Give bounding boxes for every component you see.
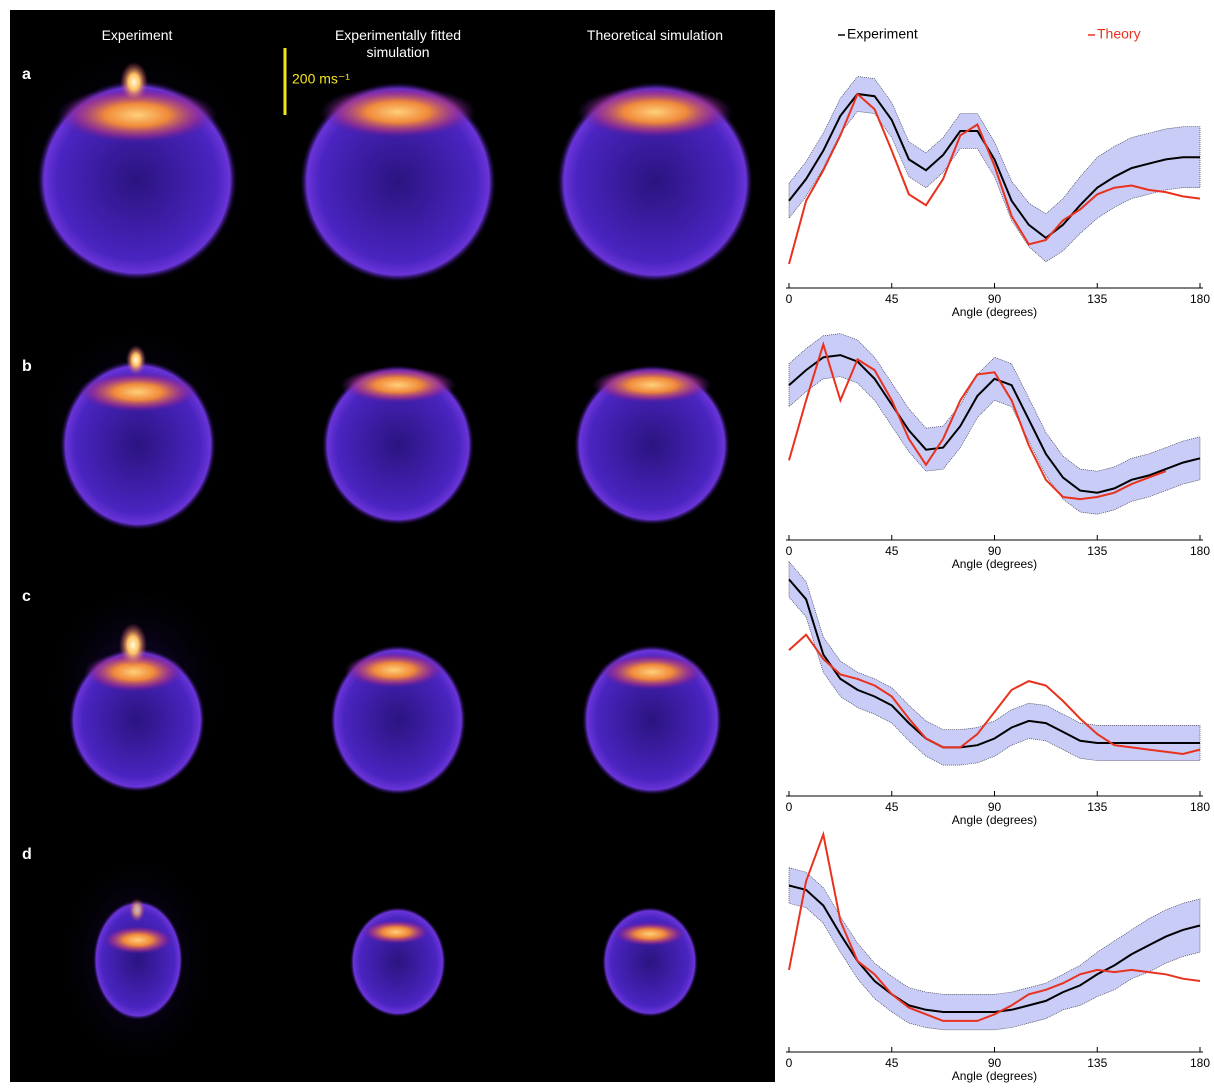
scale-bar-label: 200 ms⁻¹: [292, 71, 350, 87]
series-line: [788, 340, 1167, 501]
uncertainty-band: [788, 560, 1201, 766]
x-tick-label: 45: [885, 1056, 899, 1070]
column-header: Theoretical simulation: [586, 27, 724, 43]
blob: [574, 365, 730, 525]
x-tick-label: 135: [1087, 544, 1107, 558]
panel-label: c: [22, 588, 31, 605]
series-line: [788, 633, 1201, 756]
blob-spike: [129, 898, 145, 922]
plot: [788, 76, 1201, 265]
blob-spike: [120, 62, 148, 102]
blob-spike: [126, 345, 146, 375]
x-tick-label: 45: [885, 544, 899, 558]
x-axis-label: Angle (degrees): [952, 305, 1037, 319]
x-tick-label: 0: [786, 1056, 793, 1070]
blob-cap: [340, 367, 456, 403]
x-tick-label: 135: [1087, 292, 1107, 306]
plot: [788, 830, 1201, 1031]
uncertainty-band: [788, 867, 1201, 1031]
x-tick-label: 0: [786, 544, 793, 558]
blob-spike: [119, 623, 147, 667]
x-axis-label: Angle (degrees): [952, 557, 1037, 571]
x-axis-label: Angle (degrees): [952, 813, 1037, 827]
column-header: Experimentally fitted simulation: [334, 27, 462, 60]
x-tick-label: 180: [1190, 292, 1210, 306]
x-tick-label: 0: [786, 292, 793, 306]
x-tick-label: 180: [1190, 1056, 1210, 1070]
blob-cap: [600, 654, 704, 690]
x-tick-label: 45: [885, 800, 899, 814]
x-axis-label: Angle (degrees): [952, 1069, 1037, 1083]
blob-cap: [614, 922, 686, 946]
x-tick-label: 0: [786, 800, 793, 814]
panel-label: d: [22, 846, 32, 863]
series-line: [788, 830, 1201, 1022]
panel-label: b: [22, 358, 32, 375]
legend-label: Experiment: [847, 26, 918, 42]
x-tick-label: 90: [988, 544, 1002, 558]
plot: [788, 333, 1201, 515]
series-line: [788, 92, 1201, 265]
column-header: Experiment: [101, 27, 173, 43]
series-line: [788, 578, 1200, 749]
blob-cap: [577, 86, 733, 138]
x-tick-label: 90: [988, 800, 1002, 814]
blob-cap: [103, 926, 173, 954]
x-tick-label: 45: [885, 292, 899, 306]
blob: [322, 365, 474, 525]
plot: [788, 560, 1201, 766]
x-tick-label: 135: [1087, 800, 1107, 814]
panel-label: a: [22, 66, 31, 83]
blob-cap: [344, 652, 444, 688]
x-tick-label: 90: [988, 292, 1002, 306]
blob-cap: [362, 920, 430, 944]
x-tick-label: 180: [1190, 800, 1210, 814]
blob-cap: [78, 372, 198, 412]
blob-cap: [592, 367, 712, 403]
uncertainty-band: [788, 76, 1201, 263]
blob-cap: [84, 652, 184, 692]
uncertainty-band: [788, 333, 1201, 515]
blob-cap: [57, 87, 217, 143]
x-tick-label: 90: [988, 1056, 1002, 1070]
images: [12, 40, 753, 1070]
blob-cap: [320, 86, 476, 138]
legend-label: Theory: [1097, 26, 1141, 42]
x-tick-label: 180: [1190, 544, 1210, 558]
x-tick-label: 135: [1087, 1056, 1107, 1070]
